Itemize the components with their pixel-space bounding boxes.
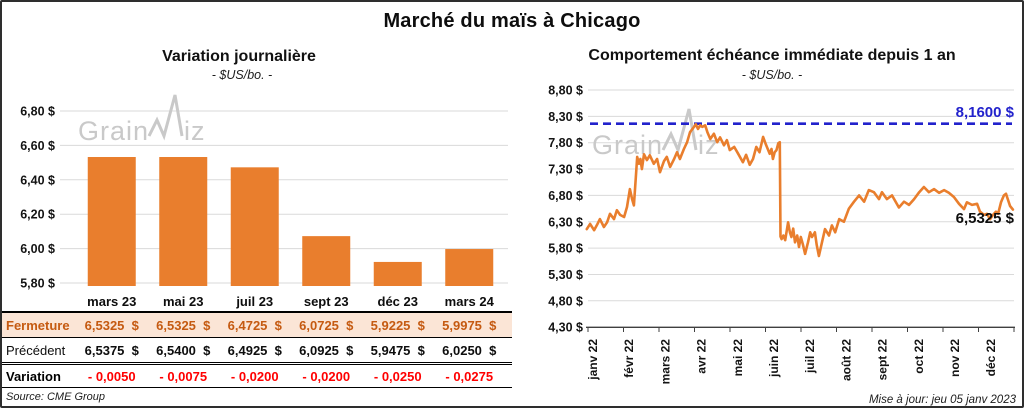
value-cell-precedent: 5,9475 $: [370, 342, 425, 358]
value-cell-variation: - 0,0200: [302, 368, 351, 384]
right-chart-y-axis-labels: 8,80 $ 8,30 $ 7,80 $ 7,30 $ 6,80 $ 6,30 $ 5,80…: [548, 84, 583, 335]
value-cell-fermeture: 6,4725 $: [227, 317, 282, 333]
value-cell-variation: - 0,0275: [445, 368, 494, 384]
right-chart-title: Comportement échéance immédiate depuis 1…: [588, 47, 955, 64]
value-cell-fermeture: 6,5325 $: [84, 317, 139, 333]
month-label: août 22: [839, 339, 853, 381]
y-tick-label: 7,30 $: [548, 163, 583, 177]
bar-series: [87, 157, 494, 286]
futures-price-table: mars 23 mai 23 juil 23 sept 23 déc 23 mars 24…: [2, 292, 512, 403]
y-tick-label: 6,80 $: [20, 105, 55, 119]
y-tick-label: 6,60 $: [20, 139, 55, 153]
watermark-text-iz: iz: [184, 116, 206, 146]
row-label-variation: Variation: [6, 368, 61, 384]
left-chart-subtitle: - $US/bo. -: [212, 68, 272, 82]
table-header-cell: juil 23: [236, 294, 274, 309]
left-chart-y-axis-labels: 6,80 $ 6,60 $ 6,40 $ 6,20 $ 6,00 $ 5,80 $: [20, 105, 55, 291]
month-label: mai 22: [731, 339, 745, 377]
table-row-variation: Variation - 0,0050 - 0,0075 - 0,0200 - 0,020…: [2, 362, 512, 388]
y-tick-label: 5,30 $: [548, 268, 583, 282]
value-cell-variation: - 0,0075: [159, 368, 208, 384]
month-label: nov 22: [948, 339, 962, 377]
value-cell-variation: - 0,0250: [373, 368, 422, 384]
value-cell-fermeture: 6,0725 $: [299, 317, 354, 333]
y-tick-label: 8,80 $: [548, 84, 583, 98]
grainwiz-watermark: Grain iz: [78, 94, 206, 146]
last-updated-text: Mise à jour: jeu 05 janv 2023: [869, 394, 1017, 406]
value-cell-precedent: 6,5375 $: [84, 342, 139, 358]
month-label: avr 22: [695, 339, 709, 374]
table-header-cell: mars 23: [87, 294, 137, 309]
table-source: Source: CME Group: [6, 391, 106, 403]
bar-déc 23: [373, 261, 422, 286]
bar-mars 24: [445, 249, 494, 286]
month-label: sept 22: [876, 339, 890, 381]
value-cell-fermeture: 6,5325 $: [156, 317, 211, 333]
bar-mars 23: [87, 157, 136, 286]
watermark-text-grain: Grain: [592, 130, 663, 160]
price-line-series: [585, 123, 1015, 258]
watermark-text-grain: Grain: [78, 116, 149, 146]
month-label: juin 22: [767, 339, 781, 378]
right-chart-gridlines: [588, 89, 1014, 328]
bar-juil 23: [230, 167, 279, 286]
row-label-precedent: Précédent: [6, 342, 66, 358]
y-tick-label: 5,80 $: [20, 277, 55, 291]
y-tick-label: 7,80 $: [548, 136, 583, 150]
y-tick-label: 8,30 $: [548, 110, 583, 124]
reference-line-value-label: 8,1600 $: [956, 104, 1015, 121]
page-title: Marché du maïs à Chicago: [383, 10, 641, 32]
y-tick-label: 6,00 $: [20, 242, 55, 256]
table-header-cell: déc 23: [377, 294, 418, 309]
month-label: juil 22: [803, 339, 817, 374]
front-month-line-chart: Comportement échéance immédiate depuis 1…: [548, 47, 1017, 406]
right-chart-subtitle: - $US/bo. -: [742, 68, 802, 82]
month-label: janv 22: [586, 339, 600, 381]
value-cell-precedent: 6,0925 $: [299, 342, 354, 358]
right-chart-month-labels: janv 22 févr 22 mars 22 avr 22 mai 22 juin 22…: [586, 339, 998, 385]
month-label: oct 22: [912, 339, 926, 374]
table-row-precedent: Précédent 6,5375 $ 6,5400 $ 6,4925 $ 6,0925 …: [2, 338, 512, 362]
last-price-value-label: 6,5325 $: [956, 210, 1015, 227]
right-chart-x-axis: [586, 326, 1015, 332]
y-tick-label: 6,30 $: [548, 215, 583, 229]
watermark-spike-icon: [147, 94, 184, 141]
y-tick-label: 5,80 $: [548, 242, 583, 256]
table-header-cell: mars 24: [444, 294, 494, 309]
daily-variation-bar-chart: Variation journalière - $US/bo. - 6,80 $…: [20, 48, 508, 291]
value-cell-fermeture: 5,9225 $: [370, 317, 425, 333]
month-label: déc 22: [984, 339, 998, 377]
value-cell-variation: - 0,0050: [87, 368, 136, 384]
value-cell-precedent: 6,5400 $: [156, 342, 211, 358]
table-header-cell: mai 23: [163, 294, 204, 309]
bar-sept 23: [302, 236, 351, 286]
value-cell-variation: - 0,0200: [230, 368, 279, 384]
y-tick-label: 4,80 $: [548, 294, 583, 308]
left-chart-title: Variation journalière: [162, 48, 316, 65]
y-tick-label: 6,20 $: [20, 208, 55, 222]
month-label: mars 22: [658, 339, 672, 385]
y-tick-label: 6,80 $: [548, 189, 583, 203]
bar-mai 23: [159, 157, 208, 286]
month-label: févr 22: [622, 339, 636, 378]
y-tick-label: 6,40 $: [20, 173, 55, 187]
value-cell-precedent: 6,0250 $: [442, 342, 497, 358]
watermark-spike-icon: [661, 108, 698, 155]
row-label-fermeture: Fermeture: [6, 317, 70, 333]
y-tick-label: 4,30 $: [548, 321, 583, 335]
value-cell-precedent: 6,4925 $: [227, 342, 282, 358]
table-header-row: mars 23 mai 23 juil 23 sept 23 déc 23 mars 24: [2, 292, 512, 311]
table-header-cell: sept 23: [303, 294, 349, 309]
value-cell-fermeture: 5,9975 $: [442, 317, 497, 333]
watermark-text-iz: iz: [698, 130, 720, 160]
table-row-fermeture: Fermeture 6,5325 $ 6,5325 $ 6,4725 $ 6,0725 …: [2, 311, 512, 338]
